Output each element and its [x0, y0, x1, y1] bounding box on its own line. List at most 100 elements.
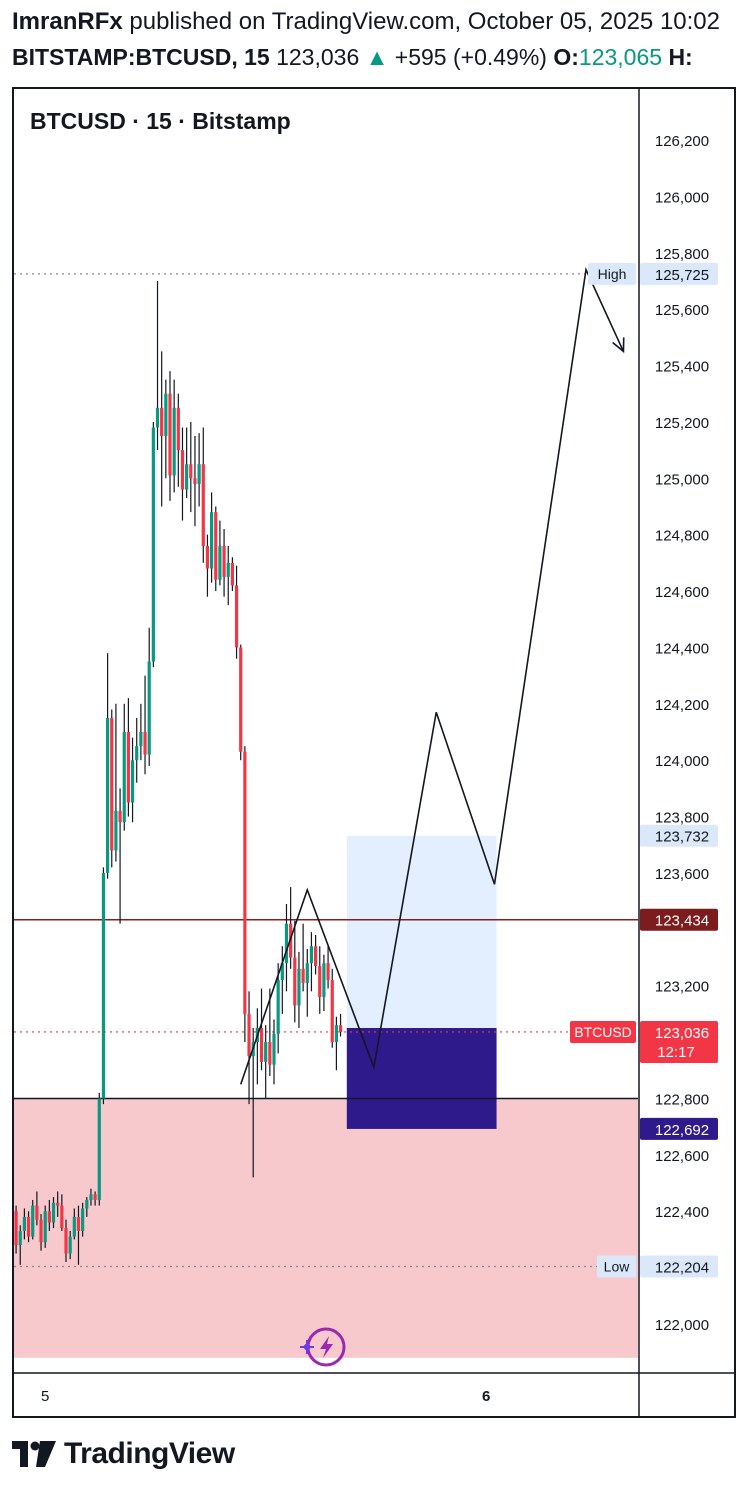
candle: [126, 698, 130, 817]
candle: [222, 529, 226, 597]
y-tick-label: 126,000: [655, 189, 709, 206]
candle: [155, 280, 160, 451]
tradingview-wordmark[interactable]: TradingView: [64, 1437, 235, 1470]
candle: [214, 506, 218, 592]
candle: [101, 867, 106, 1105]
candle: [160, 351, 164, 507]
y-tick-label: 126,200: [655, 133, 709, 150]
y-tick-label: 122,600: [655, 1148, 709, 1165]
last-price-tag-label-box: [570, 1020, 636, 1043]
candle-body: [330, 980, 334, 1043]
candle: [301, 923, 305, 992]
high-tag-box: [640, 262, 718, 285]
stop-tag[interactable]: 122,692: [640, 1117, 718, 1140]
y-tick-label: 122,400: [655, 1204, 709, 1221]
candle: [118, 788, 122, 924]
last-price-tag-value: 123,036: [655, 1025, 709, 1042]
candle: [230, 557, 234, 592]
open-value: 123,065: [578, 44, 663, 70]
high-tag-label: High: [598, 266, 627, 282]
lightning-sparkle-icon[interactable]: [300, 1327, 346, 1367]
candle-body: [176, 407, 180, 451]
candle-body: [268, 1042, 272, 1065]
candle-body: [230, 562, 234, 586]
candle-body: [160, 407, 164, 436]
y-tick-label: 122,000: [655, 1317, 709, 1334]
candle-body: [264, 1042, 268, 1062]
candle-body: [326, 963, 330, 981]
candle: [309, 932, 314, 992]
candle: [305, 949, 309, 1017]
candle: [293, 920, 297, 1023]
symbol-name[interactable]: BITSTAMP:BTCUSD, 15: [12, 44, 270, 70]
candle-body: [301, 968, 305, 983]
candle-body: [201, 464, 205, 546]
y-tick-label: 123,800: [655, 810, 709, 827]
candle-body: [338, 1025, 343, 1032]
candle: [297, 951, 301, 1028]
candle: [276, 963, 280, 1054]
candle-body: [39, 1219, 43, 1243]
y-tick-label: 125,200: [655, 415, 709, 432]
candle-body: [43, 1211, 47, 1243]
candle-body: [309, 946, 314, 964]
candle-body: [14, 1211, 18, 1246]
price-chart[interactable]: 126,200 126,000 125,800 125,600 125,400 125,2…: [0, 0, 748, 1430]
footer-branding: TradingView: [12, 1432, 235, 1476]
candle-body: [293, 957, 297, 1006]
resistance-tag-box: [640, 908, 718, 931]
candle: [130, 737, 135, 823]
high-label: H:: [668, 44, 693, 70]
author-name[interactable]: ImranRFx: [12, 8, 123, 35]
candle-body: [218, 545, 222, 580]
candle-body: [168, 393, 172, 476]
candle-body: [197, 464, 201, 484]
candle: [89, 1188, 93, 1206]
x-tick-label: 6: [482, 1388, 490, 1405]
candle: [76, 1205, 81, 1265]
low-tag[interactable]: 122,204 Low: [597, 1255, 718, 1278]
entry-box[interactable]: [346, 1028, 497, 1129]
candle: [72, 1208, 76, 1240]
candle-body: [305, 963, 309, 983]
published-text: published on TradingView.com, October 05…: [122, 8, 720, 35]
arrow-head: [612, 337, 625, 354]
candle: [239, 644, 243, 761]
last-price-tag[interactable]: 123,036 12:17 BTCUSD: [570, 1020, 718, 1063]
candle-body: [64, 1228, 68, 1254]
candle-body: [22, 1216, 26, 1231]
candle: [143, 675, 147, 775]
candle: [185, 427, 189, 499]
resistance-tag[interactable]: 123,434: [640, 908, 718, 931]
candle-body: [205, 545, 210, 569]
target-box[interactable]: [346, 835, 497, 1028]
candle: [259, 988, 264, 1071]
candle: [268, 988, 272, 1076]
candle-body: [114, 810, 118, 851]
candle-body: [56, 1202, 60, 1206]
candle-body: [126, 732, 130, 803]
demand-zone[interactable]: [14, 1098, 638, 1358]
candle: [147, 627, 151, 766]
high-tag[interactable]: 125,725 High: [588, 262, 718, 285]
candle: [60, 1194, 64, 1231]
candle-body: [214, 512, 218, 580]
high-tag-label-box: [588, 262, 636, 285]
low-tag-label: Low: [604, 1258, 631, 1274]
candle-body: [51, 1202, 56, 1223]
candle: [218, 520, 222, 586]
candle: [39, 1214, 43, 1251]
candle: [284, 903, 289, 992]
candle: [234, 565, 239, 659]
high-tag-value: 125,725: [655, 267, 709, 284]
candle-body: [147, 661, 151, 755]
candle: [176, 393, 180, 487]
candle: [326, 946, 330, 989]
candle: [43, 1205, 47, 1248]
candle: [201, 427, 205, 563]
projection-path[interactable]: [239, 266, 625, 1085]
candle: [26, 1211, 31, 1243]
candle-body: [31, 1205, 35, 1237]
candle-body: [155, 407, 160, 428]
tp-tag[interactable]: 123,732: [640, 824, 718, 847]
